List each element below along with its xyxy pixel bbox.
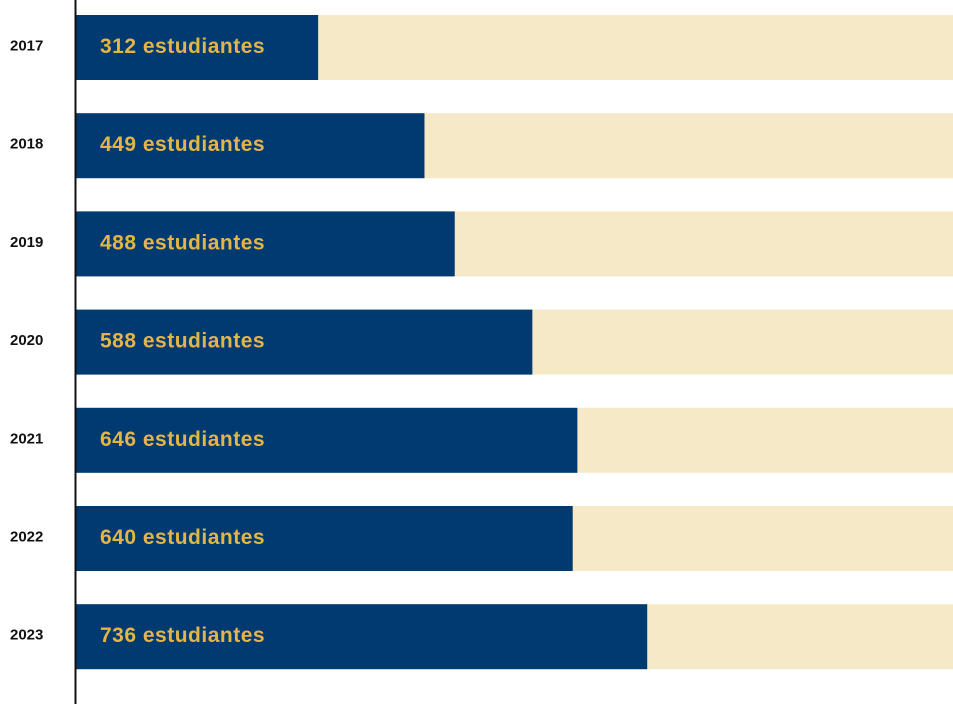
bar bbox=[76, 407, 578, 473]
value-label: 640 estudiantes bbox=[100, 526, 265, 549]
y-tick-label: 2021 bbox=[10, 430, 43, 447]
value-label: 588 estudiantes bbox=[100, 330, 265, 353]
bar bbox=[76, 113, 425, 179]
value-label: 488 estudiantes bbox=[100, 231, 265, 254]
y-tick-label: 2017 bbox=[10, 37, 43, 54]
y-tick-label: 2022 bbox=[10, 528, 43, 545]
y-tick-label: 2023 bbox=[10, 627, 43, 644]
bar bbox=[76, 309, 533, 375]
bar bbox=[76, 604, 648, 670]
bar bbox=[76, 211, 455, 277]
value-label: 312 estudiantes bbox=[100, 35, 265, 58]
bar bbox=[76, 506, 573, 571]
value-label: 646 estudiantes bbox=[100, 428, 265, 451]
y-tick-label: 2020 bbox=[10, 332, 43, 349]
bar bbox=[76, 15, 319, 80]
y-tick-label: 2018 bbox=[10, 136, 43, 153]
value-label: 449 estudiantes bbox=[100, 133, 265, 156]
value-label: 736 estudiantes bbox=[100, 624, 265, 647]
y-tick-label: 2019 bbox=[10, 234, 43, 251]
